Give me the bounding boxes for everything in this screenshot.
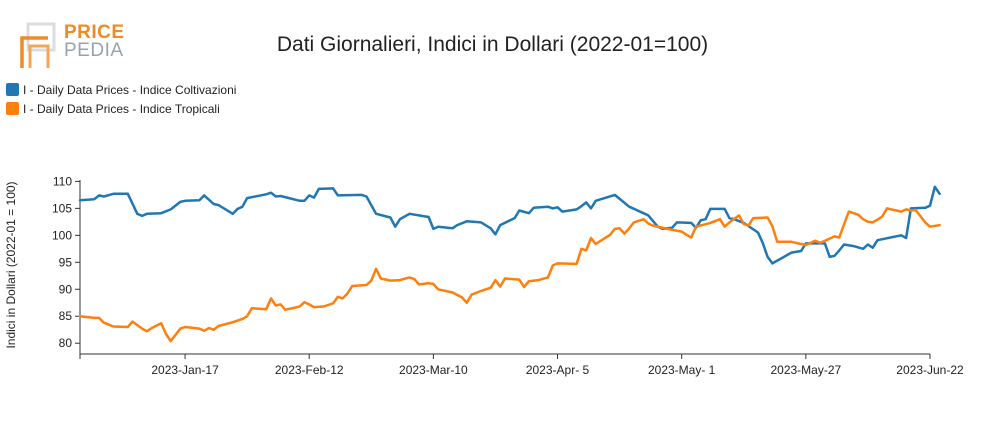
y-tick-label: 85 bbox=[59, 309, 73, 323]
chart-axes: 80 85 90 95 100 105 110 2023-Jan-17 2023-Feb-12 2… bbox=[52, 174, 964, 377]
legend-item-coltivazioni[interactable]: I - Daily Data Prices - Indice Coltivazi… bbox=[6, 80, 236, 99]
legend-swatch-coltivazioni bbox=[6, 83, 19, 96]
x-tick-label: 2023-Jan-17 bbox=[151, 363, 219, 377]
y-tick-label: 95 bbox=[59, 255, 73, 269]
legend-swatch-tropicali bbox=[6, 102, 19, 115]
y-axis-label: Indici in Dollari (2022-01 = 100) bbox=[4, 181, 18, 348]
y-tick-label: 105 bbox=[52, 201, 72, 215]
logo-word-pedia: PEDIA bbox=[64, 40, 124, 61]
y-tick-label: 90 bbox=[59, 282, 73, 296]
legend-item-tropicali[interactable]: I - Daily Data Prices - Indice Tropicali bbox=[6, 99, 236, 118]
y-tick-label: 110 bbox=[53, 174, 72, 188]
x-tick-label: 2023-Apr- 5 bbox=[526, 363, 590, 377]
pricepedia-logo: PRICE PEDIA bbox=[18, 22, 124, 73]
legend-label-tropicali: I - Daily Data Prices - Indice Tropicali bbox=[23, 101, 220, 116]
logo-word-price: PRICE bbox=[64, 22, 125, 43]
x-tick-label: 2023-May-27 bbox=[770, 363, 841, 377]
x-tick-label: 2023-Feb-12 bbox=[275, 363, 344, 377]
legend-label-coltivazioni: I - Daily Data Prices - Indice Coltivazi… bbox=[23, 82, 237, 97]
series-line-tropicali bbox=[78, 207, 941, 343]
y-tick-label: 100 bbox=[52, 228, 72, 242]
x-tick-label: 2023-Jun-22 bbox=[896, 363, 964, 377]
chart-legend: I - Daily Data Prices - Indice Coltivazi… bbox=[6, 80, 236, 118]
x-tick-label: 2023-Mar-10 bbox=[399, 363, 468, 377]
logo-mark bbox=[20, 22, 56, 68]
chart-lines bbox=[78, 185, 941, 343]
series-line-coltivazioni bbox=[78, 185, 941, 265]
x-tick-label: 2023-May- 1 bbox=[648, 363, 716, 377]
chart-title: Dati Giornalieri, Indici in Dollari (202… bbox=[276, 33, 709, 56]
y-tick-label: 80 bbox=[59, 336, 73, 350]
